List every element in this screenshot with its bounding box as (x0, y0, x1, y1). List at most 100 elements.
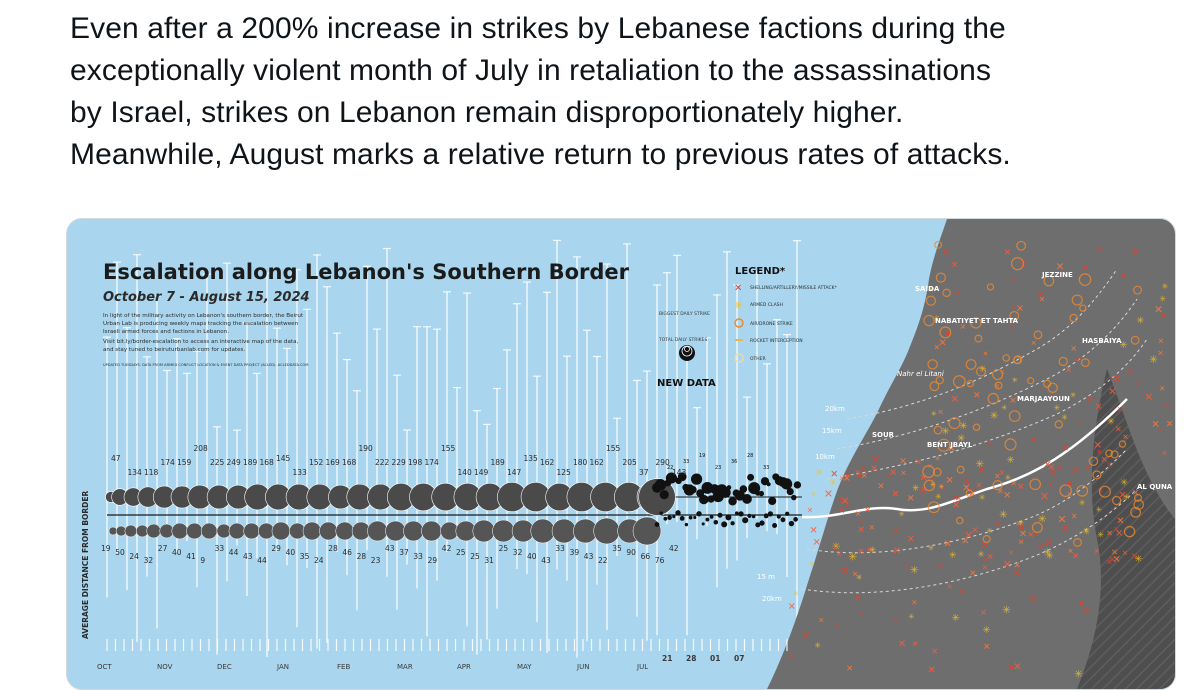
strike-marker: ✕ (1108, 555, 1117, 566)
new-data-label: NEW DATA (657, 378, 716, 389)
strike-marker: ✕ (938, 482, 945, 492)
strike-marker: ✳ (1136, 315, 1144, 325)
legend-item-air-strike: AIR/DRONE STRIKE (734, 318, 793, 328)
strike-marker: ✕ (935, 455, 941, 463)
lower-value-label: 43 (541, 556, 551, 565)
strike-marker: ✕ (1154, 305, 1163, 316)
strike-marker: ✳ (814, 641, 821, 650)
strike-marker: ✳ (1134, 554, 1142, 564)
new-data-bubble (791, 494, 797, 501)
strike-marker: ✕ (947, 443, 956, 455)
strike-marker: ✕ (1113, 526, 1119, 533)
strike-marker: ✳ (1001, 403, 1008, 412)
strike-marker: ✳ (808, 560, 815, 569)
air-strike-ring (1112, 495, 1122, 506)
tweet-media-image[interactable]: ✕ ✕ ✕ ✕ ✕ ✕ ✳ ✕ ✕ ✕ ✕ ✳ ✕ ✕ ✕ ✕ ✕ ✕ ✳ ✕ ✕ ✕ ✕ ✕ ✕ ✕ ✕ ✕ ✕ ✕ ✕ ✳ ✳ ✕ ✕ ✕ ✕ ✕ ✕ ✕… (66, 218, 1176, 690)
strike-marker: ✕ (818, 618, 824, 625)
y-axis-label: AVERAGE DISTANCE FROM BORDER (81, 490, 90, 639)
new-data-small-bubble (755, 522, 761, 528)
strike-marker: ✕ (962, 483, 970, 494)
strike-marker: ✕ (1117, 405, 1123, 414)
upper-value-label: 229 (392, 458, 407, 467)
strike-marker: ✳ (1159, 294, 1166, 303)
strike-marker: ✕ (1003, 490, 1012, 501)
strike-marker: ✕ (869, 523, 875, 532)
strike-marker: ✕ (1062, 443, 1069, 453)
strike-marker: ✕ (1096, 244, 1103, 254)
strike-marker: ✳ (910, 564, 919, 576)
strike-marker: ✕ (854, 593, 861, 603)
strike-marker: ✕ (861, 470, 868, 480)
strike-marker: ✕ (912, 639, 919, 648)
strike-marker: ✳ (869, 545, 877, 555)
lebanon-map-land (767, 219, 1175, 689)
new-data-value-label: 19 (699, 453, 705, 459)
territory-hatched (1077, 369, 1175, 689)
lower-bubble (200, 522, 218, 540)
strike-marker: ✕ (858, 546, 865, 556)
strike-marker: ✕ (971, 525, 978, 535)
strike-marker: ✕ (1004, 247, 1011, 257)
air-strike-ring (937, 438, 951, 452)
legend-label: OTHER (750, 356, 766, 362)
air-strike-ring (970, 317, 982, 329)
air-strike-ring (1013, 355, 1022, 365)
lower-value-label: 22 (598, 556, 608, 565)
lower-bubble (472, 519, 496, 543)
lower-bubble (632, 516, 662, 546)
air-strike-ring (966, 379, 975, 388)
strike-marker: ✕ (1040, 491, 1049, 503)
strike-marker: ✕ (987, 551, 994, 561)
air-strike-ring (975, 366, 987, 377)
lower-value-label: 24 (314, 556, 324, 565)
strike-marker: ✕ (1056, 463, 1062, 472)
lower-value-label: 46 (342, 548, 352, 557)
distance-label: 20km (762, 595, 782, 603)
map-label-marjaayoun: MARJAAYOUN (1017, 395, 1070, 403)
strike-marker: ✕ (943, 329, 951, 339)
air-strike-ring (948, 417, 961, 430)
lower-value-label: 37 (399, 548, 409, 557)
strike-marker: ✕ (834, 620, 840, 629)
strike-marker: ✕ (788, 601, 796, 612)
strike-marker: ✳ (1045, 551, 1054, 562)
strike-marker: ✳ (930, 480, 937, 489)
strike-marker: ✕ (927, 463, 933, 470)
air-strike-ring (1027, 377, 1035, 385)
strike-marker: ✕ (1163, 401, 1170, 411)
strike-marker: ✕ (1116, 516, 1124, 527)
upper-value-label: 149 (474, 468, 489, 477)
strike-marker: ✕ (898, 639, 906, 650)
upper-value-label: 135 (524, 454, 539, 463)
lower-value-label: 31 (484, 556, 494, 565)
strike-marker: ✕ (1145, 392, 1154, 403)
strike-marker: ✕ (1044, 538, 1052, 549)
lower-value-label: 28 (328, 544, 338, 553)
strike-marker: ✕ (1009, 275, 1016, 285)
air-strike-ring (965, 489, 974, 497)
strike-marker: ✕ (1007, 663, 1016, 674)
air-strike-ring (939, 326, 952, 339)
new-data-bubbles: 22 33 19 23 36 28 33 (652, 453, 802, 528)
air-strike-ring (994, 381, 1003, 390)
air-strike-markers (922, 240, 1145, 547)
air-strike-ring (1080, 358, 1090, 368)
strike-marker: ✕ (982, 563, 988, 572)
strike-marker: ✕ (1158, 336, 1164, 345)
key-label-biggest: BIGGEST DAILY STRIKE (659, 311, 710, 317)
strike-marker: ✕ (1119, 490, 1127, 501)
infographic-title: Escalation along Lebanon's Southern Bord… (103, 260, 630, 284)
strike-marker: ✕ (835, 550, 842, 559)
strike-marker: ✕ (994, 519, 1001, 528)
new-data-small-bubble (776, 514, 781, 519)
strike-marker: ✳ (1161, 282, 1168, 291)
strike-marker: ✳ (832, 541, 841, 553)
lower-value-label: 32 (513, 548, 523, 557)
upper-value-label: 155 (606, 444, 621, 453)
new-data-small-bubble (696, 511, 702, 517)
air-strike-ring (927, 359, 938, 370)
air-strike-ring (1008, 410, 1021, 422)
upper-bubble (638, 478, 676, 516)
upper-value-label: 189 (491, 458, 506, 467)
strike-marker: ✳ (1082, 527, 1090, 538)
